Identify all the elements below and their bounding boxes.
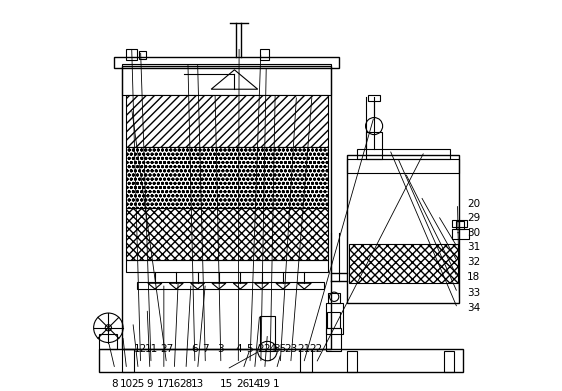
Bar: [260, 316, 275, 351]
Bar: [347, 159, 460, 172]
Bar: [368, 95, 380, 101]
Bar: [444, 351, 454, 372]
Bar: [126, 49, 138, 60]
Bar: [122, 349, 134, 372]
Bar: [139, 51, 146, 59]
Text: 28: 28: [179, 379, 193, 389]
Bar: [456, 221, 464, 229]
Bar: [325, 328, 341, 351]
Text: 20: 20: [467, 199, 481, 209]
Text: 14: 14: [248, 379, 261, 389]
Bar: [357, 149, 450, 159]
Text: 1: 1: [273, 379, 280, 389]
Text: 32: 32: [467, 257, 481, 267]
Polygon shape: [126, 95, 328, 147]
Text: 18: 18: [467, 273, 481, 282]
Bar: [99, 349, 463, 372]
Text: 21: 21: [297, 344, 310, 354]
Text: 24: 24: [264, 344, 277, 354]
Text: 13: 13: [191, 379, 204, 389]
Bar: [260, 49, 269, 60]
Bar: [327, 312, 340, 328]
Bar: [99, 334, 117, 349]
Bar: [325, 303, 343, 334]
Text: 8: 8: [112, 379, 118, 389]
Bar: [347, 155, 460, 303]
Text: 4: 4: [235, 344, 242, 354]
Bar: [347, 351, 357, 372]
Text: 22: 22: [309, 344, 323, 354]
Text: 6: 6: [192, 344, 198, 354]
Text: 10: 10: [120, 379, 133, 389]
Text: 26: 26: [237, 379, 250, 389]
Bar: [122, 64, 332, 95]
Text: 2: 2: [257, 344, 264, 354]
Text: 33: 33: [467, 288, 481, 298]
Text: 31: 31: [467, 242, 481, 253]
Bar: [138, 282, 324, 289]
Text: 3: 3: [217, 344, 224, 354]
Text: 34: 34: [467, 303, 481, 314]
Text: 15: 15: [220, 379, 233, 389]
Bar: [122, 66, 332, 349]
Text: 35: 35: [274, 344, 287, 354]
Text: 30: 30: [467, 228, 481, 238]
Text: 16: 16: [167, 379, 181, 389]
Polygon shape: [126, 147, 328, 208]
Bar: [126, 260, 328, 271]
Text: 9: 9: [147, 379, 153, 389]
Text: 11: 11: [144, 344, 158, 354]
Polygon shape: [126, 208, 328, 260]
Text: 19: 19: [258, 379, 271, 389]
Polygon shape: [349, 244, 457, 283]
Text: 29: 29: [467, 213, 481, 223]
Bar: [301, 349, 312, 372]
Text: 7: 7: [202, 344, 209, 354]
Bar: [452, 229, 469, 239]
Bar: [366, 132, 382, 159]
Bar: [452, 220, 467, 227]
Text: 27: 27: [160, 344, 173, 354]
Text: 25: 25: [132, 379, 145, 389]
Bar: [114, 57, 339, 68]
Text: 17: 17: [157, 379, 170, 389]
Text: 5: 5: [247, 344, 253, 354]
Text: 23: 23: [284, 344, 297, 354]
Bar: [328, 293, 340, 303]
Text: 12: 12: [134, 344, 147, 354]
